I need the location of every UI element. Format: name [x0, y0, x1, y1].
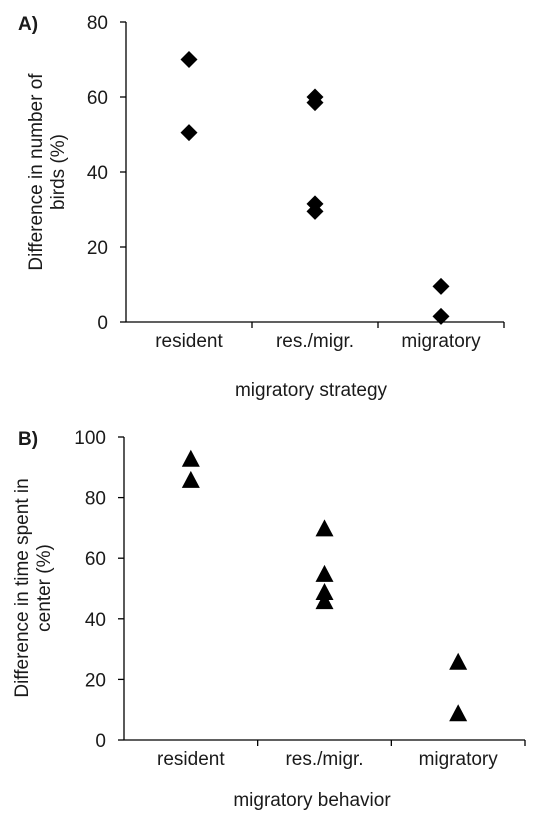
panel-b-y-tick-label: 80 [85, 489, 106, 510]
panel-a-data-point [306, 202, 324, 220]
panel-a-ylabel-line-2: birds (%) [48, 134, 69, 210]
panel-b-data-point [315, 592, 334, 610]
panel-a-data-point [180, 124, 198, 142]
panel-b-y-tick-label: 60 [85, 549, 106, 570]
panel-b-x-tick-label: res./migr. [285, 749, 363, 770]
panel-b-data-point [181, 449, 200, 467]
chart-panel-a: A) Difference in number of birds (%) 0 20… [18, 13, 505, 401]
panel-b-y-axis-title: Difference in time spent in center (%) [12, 478, 55, 697]
panel-a-data-point [180, 51, 198, 68]
panel-b-x-axis-title: migratory behavior [233, 790, 391, 811]
panel-b-label: B) [18, 429, 38, 450]
panel-a-x-axis-title: migratory strategy [235, 380, 388, 401]
panel-a-x-tick-label: resident [155, 331, 223, 352]
panel-b-data-point [315, 583, 334, 601]
chart-panel-b: B) Difference in time spent in center (%… [12, 428, 526, 811]
panel-b-y-tick-label: 0 [95, 731, 106, 752]
panel-a-plot-area: 0 20 40 60 80 resident res./migr. migratory [87, 13, 505, 352]
panel-b-data-point [449, 704, 468, 722]
panel-b-data-point [449, 652, 468, 670]
panel-a-x-tick-label: res./migr. [276, 331, 354, 352]
panel-b-plot-area: 0 20 40 60 80 100 resident res./migr. migratory [74, 428, 526, 770]
panel-a-y-tick-label: 60 [87, 88, 108, 109]
panel-b-data-point [315, 519, 334, 537]
panel-b-y-tick-label: 20 [85, 670, 106, 691]
panel-b-data-point [181, 470, 200, 488]
panel-a-data-point [432, 307, 450, 325]
panel-b-ylabel-line-1: Difference in time spent in [12, 478, 33, 697]
panel-a-y-tick-label: 80 [87, 13, 108, 34]
panel-a-x-tick-label: migratory [401, 331, 481, 352]
panel-b-data-point [315, 564, 334, 582]
panel-b-ylabel-line-2: center (%) [34, 544, 55, 632]
panel-b-y-tick-label: 40 [85, 610, 106, 631]
panel-a-data-point [306, 94, 324, 112]
panel-b-x-tick-label: resident [157, 749, 225, 770]
panel-a-ylabel-line-1: Difference in number of [26, 73, 47, 271]
panel-a-label: A) [18, 14, 38, 35]
panel-a-y-tick-label: 0 [97, 313, 108, 334]
panel-a-y-axis-title: Difference in number of birds (%) [26, 73, 69, 271]
panel-a-data-point [432, 277, 450, 295]
panel-b-x-tick-label: migratory [419, 749, 499, 770]
panel-b-y-tick-label: 100 [74, 428, 106, 449]
panel-a-y-tick-label: 40 [87, 163, 108, 184]
panel-a-y-tick-label: 20 [87, 238, 108, 259]
